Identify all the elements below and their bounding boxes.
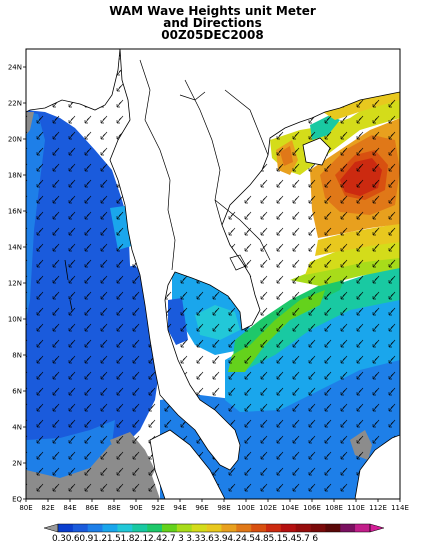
lat-label: 12N: [8, 280, 22, 288]
lat-label: 2N: [12, 460, 22, 468]
colorbar-swatch: [355, 524, 371, 532]
colorbar-swatch: [162, 524, 178, 532]
map-frame: [25, 48, 401, 500]
lon-label: 104E: [281, 504, 299, 512]
colorbar-border: [57, 523, 371, 533]
colorbar-swatch: [191, 524, 207, 532]
map-field: [26, 49, 400, 499]
land-indochina: [109, 49, 400, 471]
colorbar-swatch: [132, 524, 148, 532]
lat-label: 6N: [12, 388, 22, 396]
lon-label: 94E: [173, 504, 186, 512]
colorbar-high-end: [369, 523, 385, 533]
colorbar-swatch: [251, 524, 267, 532]
colorbar-swatch: [310, 524, 326, 532]
colorbar-swatch: [176, 524, 193, 532]
lon-label: 86E: [85, 504, 98, 512]
lon-label: 88E: [107, 504, 120, 512]
colorbar-labels: 0.30.60.91.21.51.82.12.42.7 3 3.33.63.94…: [52, 534, 318, 544]
lon-label: 100E: [237, 504, 255, 512]
colorbar-swatch: [221, 524, 237, 532]
lat-label: 24N: [8, 64, 22, 72]
lat-label: 16N: [8, 208, 22, 216]
lon-label: 98E: [217, 504, 230, 512]
lon-label: 80E: [19, 504, 32, 512]
lat-label: 4N: [12, 424, 22, 432]
colorbar-swatch: [102, 524, 118, 532]
lon-label: 102E: [259, 504, 277, 512]
lon-label: 82E: [41, 504, 54, 512]
map-subtitle: and Directions: [163, 16, 262, 30]
lon-label: 114E: [391, 504, 409, 512]
colorbar-swatch: [266, 524, 282, 532]
colorbar-swatch: [206, 524, 222, 532]
lon-label: 84E: [63, 504, 76, 512]
land-borneo: [354, 434, 400, 499]
colorbar-swatch: [340, 524, 356, 532]
colorbar-low-end: [43, 523, 59, 533]
colorbar-swatch: [325, 524, 341, 532]
colorbar-swatch: [87, 524, 103, 532]
lon-label: 108E: [325, 504, 343, 512]
land-sri-lanka-dots: [64, 259, 73, 311]
lat-label: 22N: [8, 100, 22, 108]
colorbar-swatch: [280, 524, 297, 532]
land-india: [26, 49, 121, 113]
land-sumatra: [149, 429, 226, 499]
latitude-axis: EQ 2N 4N 6N 8N 10N 12N 14N 16N 18N 20N 22N 24N: [8, 64, 26, 504]
lon-label: 110E: [347, 504, 365, 512]
country-borders: [139, 59, 271, 271]
colorbar-swatch: [295, 524, 311, 532]
lon-label: 92E: [151, 504, 164, 512]
lat-label: 8N: [12, 352, 22, 360]
lat-label: 14N: [8, 244, 22, 252]
map-title: WAM Wave Heights unit Meter: [109, 4, 316, 18]
lon-label: 106E: [303, 504, 321, 512]
colorbar-swatch: [236, 524, 252, 532]
lon-label: 112E: [369, 504, 387, 512]
longitude-axis: 80E 82E 84E 86E 88E 90E 92E 94E 96E 98E 100E 102E 10…: [19, 499, 409, 512]
lon-label: 96E: [195, 504, 208, 512]
colorbar-swatch: [72, 524, 89, 532]
lat-label: 10N: [8, 316, 22, 324]
colorbar: [43, 523, 385, 533]
colorbar-swatch: [117, 524, 133, 532]
lat-label: 18N: [8, 172, 22, 180]
colorbar-swatch: [147, 524, 163, 532]
colorbar-swatch: [58, 524, 74, 532]
lon-label: 90E: [129, 504, 142, 512]
land-hainan: [302, 137, 331, 166]
map-datetime: 00Z05DEC2008: [161, 28, 264, 42]
lat-label: EQ: [12, 496, 22, 504]
lat-label: 20N: [8, 136, 22, 144]
